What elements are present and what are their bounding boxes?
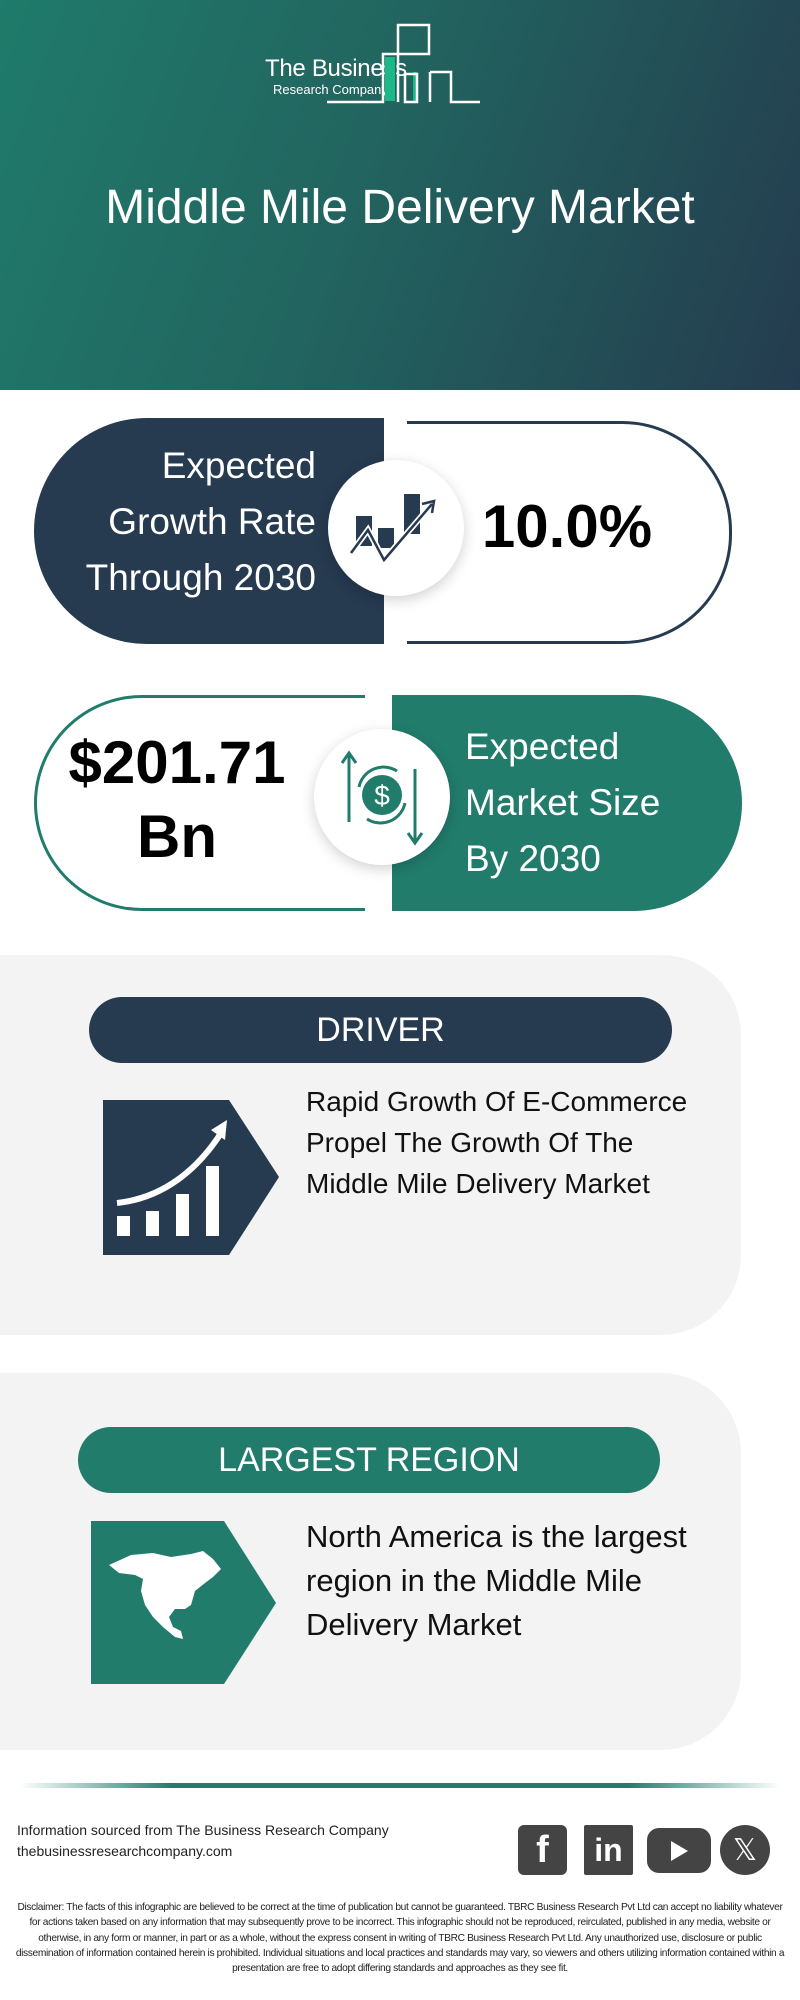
north-america-map-icon <box>91 1521 276 1684</box>
market-size-value: $201.71 <box>68 729 286 796</box>
region-text-line: North America is the largest <box>306 1519 687 1554</box>
driver-panel: DRIVER Rapid Growth Of E-Commerce Propel… <box>0 955 741 1335</box>
growth-rate-value-card: 10.0% <box>407 421 732 644</box>
disclaimer-text: Disclaimer: The facts of this infographi… <box>15 1902 785 1975</box>
logo-text-line2: Research Company <box>273 82 388 97</box>
growth-label-line: Through 2030 <box>85 557 316 598</box>
company-logo: The Business Research Company <box>265 22 545 107</box>
market-size-value-card: $201.71 Bn <box>34 695 365 911</box>
market-label-line: By 2030 <box>465 838 601 879</box>
region-heading: LARGEST REGION <box>78 1427 660 1493</box>
region-text-line: Delivery Market <box>306 1607 522 1642</box>
market-size-unit: Bn <box>137 803 217 870</box>
rising-bar-chart-icon <box>103 1100 279 1255</box>
market-size-label-card: Expected Market Size By 2030 <box>392 695 742 911</box>
growth-label-line: Growth Rate <box>108 501 316 542</box>
x-icon[interactable]: 𝕏 <box>720 1825 770 1875</box>
linkedin-icon[interactable]: in <box>584 1825 633 1875</box>
youtube-icon[interactable] <box>647 1828 711 1873</box>
growth-label-line: Expected <box>161 445 316 486</box>
source-text: Information sourced from The Business Re… <box>17 1822 389 1838</box>
driver-text-line: Propel The Growth Of The <box>306 1127 634 1158</box>
svg-text:$: $ <box>374 780 390 811</box>
growth-chart-icon <box>328 460 464 596</box>
page-title: Middle Mile Delivery Market <box>105 181 695 234</box>
market-label-line: Market Size <box>465 782 661 823</box>
market-label-line: Expected <box>465 726 620 767</box>
region-text-line: region in the Middle Mile <box>306 1563 643 1598</box>
driver-text-line: Rapid Growth Of E-Commerce <box>306 1086 688 1117</box>
website-link[interactable]: thebusinessresearchcompany.com <box>17 1843 233 1859</box>
region-panel: LARGEST REGION North America is the larg… <box>0 1373 741 1750</box>
logo-buildings-icon <box>327 23 480 104</box>
facebook-icon[interactable]: f <box>518 1825 567 1875</box>
growth-rate-value: 10.0% <box>481 493 653 560</box>
growth-rate-label-card: Expected Growth Rate Through 2030 <box>34 418 384 644</box>
footer-divider <box>20 1783 780 1788</box>
header-banner: The Business Research Company Middle Mil… <box>0 0 800 390</box>
dollar-exchange-icon: $ <box>314 729 450 865</box>
driver-heading: DRIVER <box>89 997 672 1063</box>
driver-text-line: Middle Mile Delivery Market <box>306 1168 650 1199</box>
